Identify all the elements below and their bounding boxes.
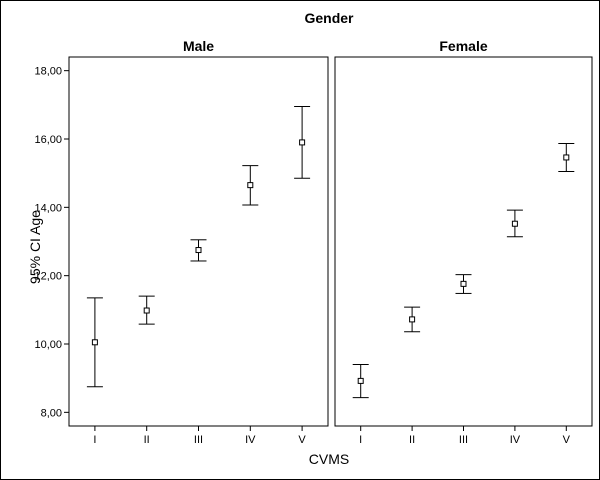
- x-tick-label: V: [298, 434, 306, 446]
- x-tick-label: II: [144, 434, 150, 446]
- y-axis-label: 95% CI Age: [27, 210, 43, 284]
- mean-point: [143, 307, 150, 314]
- mean-point: [460, 280, 467, 287]
- x-tick-label: IV: [510, 434, 521, 446]
- mean-point: [195, 247, 202, 254]
- x-tick-label: II: [409, 434, 415, 446]
- x-tick-label: I: [93, 434, 96, 446]
- y-tick-label: 10,00: [34, 339, 62, 351]
- mean-point: [91, 339, 98, 346]
- mean-point: [247, 182, 254, 189]
- x-axis-label: CVMS: [309, 451, 349, 467]
- mean-point: [563, 154, 570, 161]
- x-tick-label: III: [459, 434, 468, 446]
- x-tick-label: IV: [245, 434, 256, 446]
- mean-point: [357, 377, 364, 384]
- mean-point: [299, 139, 306, 146]
- y-tick-label: 16,00: [34, 134, 62, 146]
- mean-point: [409, 316, 416, 323]
- y-tick-label: 8,00: [41, 407, 62, 419]
- y-tick-label: 18,00: [34, 66, 62, 78]
- y-tick-label: 14,00: [34, 202, 62, 214]
- y-tick-label: 12,00: [34, 271, 62, 283]
- panel-title: Male: [183, 38, 214, 54]
- x-tick-label: V: [563, 434, 571, 446]
- panel-frame: [334, 56, 593, 427]
- x-tick-label: III: [194, 434, 203, 446]
- x-tick-label: I: [359, 434, 362, 446]
- mean-point: [511, 220, 518, 227]
- chart-title: Gender: [304, 10, 354, 26]
- panel-title: Female: [439, 38, 487, 54]
